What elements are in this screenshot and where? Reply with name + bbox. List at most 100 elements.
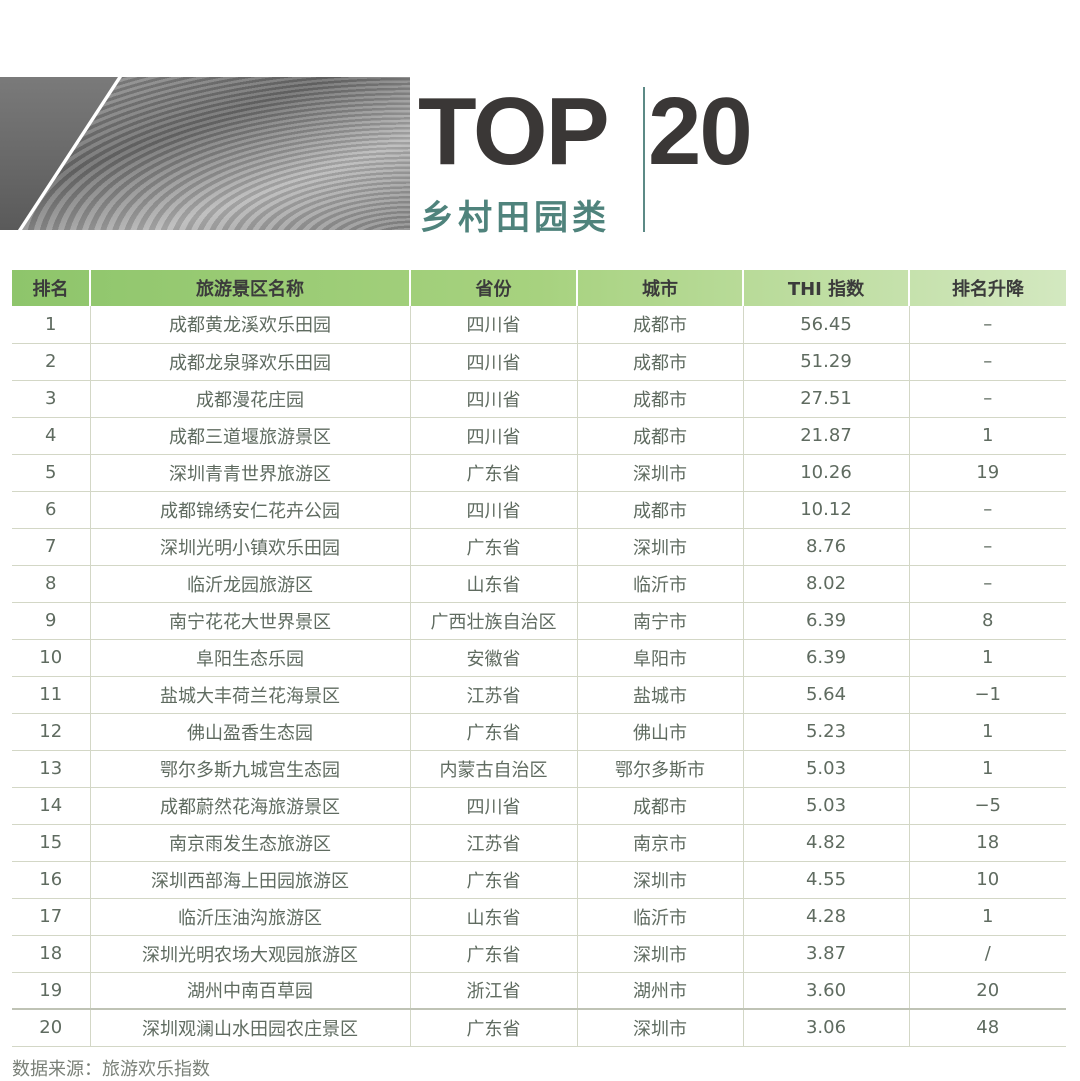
- table-row: 6 成都锦绣安仁花卉公园 四川省 成都市 10.12–: [12, 491, 1066, 529]
- table-cell: 20: [908, 972, 1066, 1010]
- table-cell: 5.23: [742, 713, 909, 751]
- table-cell: 5: [12, 454, 90, 492]
- table-cell: –: [908, 343, 1066, 381]
- table-cell: 27.51: [742, 380, 909, 418]
- table-cell: 成都市: [576, 417, 743, 455]
- table-row: 1 成都黄龙溪欢乐田园 四川省 成都市 56.45–: [12, 306, 1066, 344]
- table-cell: 21.87: [742, 417, 909, 455]
- table-cell: 1: [908, 417, 1066, 455]
- table-row: 18 深圳光明农场大观园旅游区 广东省 深圳市 3.87/: [12, 935, 1066, 973]
- table-cell: 广东省: [409, 713, 577, 751]
- table-cell: 深圳光明小镇欢乐田园: [89, 528, 410, 566]
- table-row: 4 成都三道堰旅游景区 四川省 成都市 21.87 1: [12, 417, 1066, 455]
- title-number: 20: [648, 78, 753, 185]
- table-cell: 4.55: [742, 861, 909, 899]
- table-header: 排名 旅游景区名称 省份 城市 THI 指数 排名升降: [12, 270, 1066, 306]
- table-cell: 13: [12, 750, 90, 788]
- table-cell: 临沂市: [576, 898, 743, 936]
- table-cell: 19: [908, 454, 1066, 492]
- table-cell: –: [908, 306, 1066, 344]
- table-cell: 4.82: [742, 824, 909, 862]
- table-cell: 6.39: [742, 639, 909, 677]
- table-cell: 10.26: [742, 454, 909, 492]
- table-row: 19 湖州中南百草园 浙江省 湖州市 3.60 20: [12, 972, 1066, 1010]
- table-cell: 1: [908, 639, 1066, 677]
- table-cell: 四川省: [409, 380, 577, 418]
- table-cell: 广东省: [409, 528, 577, 566]
- table-cell: 11: [12, 676, 90, 714]
- table-row: 11 盐城大丰荷兰花海景区 江苏省 盐城市 5.64 −1: [12, 676, 1066, 714]
- table-cell: 1: [908, 713, 1066, 751]
- table-cell: 12: [12, 713, 90, 751]
- table-cell: 56.45: [742, 306, 909, 344]
- table-cell: 成都市: [576, 343, 743, 381]
- table-cell: 8: [12, 565, 90, 603]
- table-cell: 南宁花花大世界景区: [89, 602, 410, 640]
- table-cell: 深圳市: [576, 861, 743, 899]
- table-cell: 安徽省: [409, 639, 577, 677]
- table-cell: 14: [12, 787, 90, 825]
- table-cell: 3: [12, 380, 90, 418]
- table-cell: 鄂尔多斯市: [576, 750, 743, 788]
- table-cell: 四川省: [409, 787, 577, 825]
- table-row: 3 成都漫花庄园 四川省 成都市 27.51–: [12, 380, 1066, 418]
- table-row: 16 深圳西部海上田园旅游区 广东省 深圳市 4.55 10: [12, 861, 1066, 899]
- table-row: 17 临沂压油沟旅游区 山东省 临沂市 4.28 1: [12, 898, 1066, 936]
- table-cell: 19: [12, 972, 90, 1010]
- table-cell: 4.28: [742, 898, 909, 936]
- table-cell: 四川省: [409, 306, 577, 344]
- table-cell: 广东省: [409, 1008, 577, 1047]
- table-cell: 深圳市: [576, 1008, 743, 1047]
- table-cell: 51.29: [742, 343, 909, 381]
- table-cell: 6: [12, 491, 90, 529]
- table-cell: 10: [12, 639, 90, 677]
- table-cell: 6.39: [742, 602, 909, 640]
- table-cell: 3.87: [742, 935, 909, 973]
- table-cell: 深圳市: [576, 935, 743, 973]
- table-cell: 10.12: [742, 491, 909, 529]
- table-cell: 1: [12, 306, 90, 344]
- table-cell: 成都市: [576, 787, 743, 825]
- table-cell: 盐城市: [576, 676, 743, 714]
- table-cell: 湖州中南百草园: [89, 972, 410, 1010]
- table-cell: 佛山盈香生态园: [89, 713, 410, 751]
- table-cell: 成都龙泉驿欢乐田园: [89, 343, 410, 381]
- table-cell: 3.60: [742, 972, 909, 1010]
- table-cell: 广东省: [409, 454, 577, 492]
- table-cell: 1: [908, 898, 1066, 936]
- table-cell: 内蒙古自治区: [409, 750, 577, 788]
- table-cell: 成都三道堰旅游景区: [89, 417, 410, 455]
- data-source: 数据来源：旅游欢乐指数: [12, 1059, 210, 1080]
- column-header: 旅游景区名称: [89, 270, 410, 306]
- table-cell: 鄂尔多斯九城宫生态园: [89, 750, 410, 788]
- table-cell: 盐城大丰荷兰花海景区: [89, 676, 410, 714]
- table-cell: –: [908, 528, 1066, 566]
- subtitle: 乡村田园类: [420, 198, 610, 238]
- table-cell: 15: [12, 824, 90, 862]
- table-cell: 深圳市: [576, 454, 743, 492]
- table-cell: 1: [908, 750, 1066, 788]
- table-cell: 9: [12, 602, 90, 640]
- table-cell: 广东省: [409, 861, 577, 899]
- table-cell: 临沂压油沟旅游区: [89, 898, 410, 936]
- table-cell: 2: [12, 343, 90, 381]
- table-cell: 18: [12, 935, 90, 973]
- title-divider: [643, 87, 645, 232]
- table-cell: 四川省: [409, 343, 577, 381]
- table-cell: /: [908, 935, 1066, 973]
- table-cell: 成都蔚然花海旅游景区: [89, 787, 410, 825]
- table-row: 5 深圳青青世界旅游区 广东省 深圳市 10.26 19: [12, 454, 1066, 492]
- table-cell: 成都锦绣安仁花卉公园: [89, 491, 410, 529]
- table-row: 15 南京雨发生态旅游区 江苏省 南京市 4.82 18: [12, 824, 1066, 862]
- table-cell: 20: [12, 1008, 90, 1047]
- table-row: 8 临沂龙园旅游区 山东省 临沂市 8.02–: [12, 565, 1066, 603]
- table-cell: 17: [12, 898, 90, 936]
- table-row: 14 成都蔚然花海旅游景区 四川省 成都市 5.03 −5: [12, 787, 1066, 825]
- table-row: 7 深圳光明小镇欢乐田园 广东省 深圳市 8.76–: [12, 528, 1066, 566]
- table-cell: 四川省: [409, 417, 577, 455]
- table-cell: 江苏省: [409, 676, 577, 714]
- table-cell: 3.06: [742, 1008, 909, 1047]
- table-cell: 阜阳生态乐园: [89, 639, 410, 677]
- header-photo: [0, 77, 410, 230]
- table-cell: –: [908, 565, 1066, 603]
